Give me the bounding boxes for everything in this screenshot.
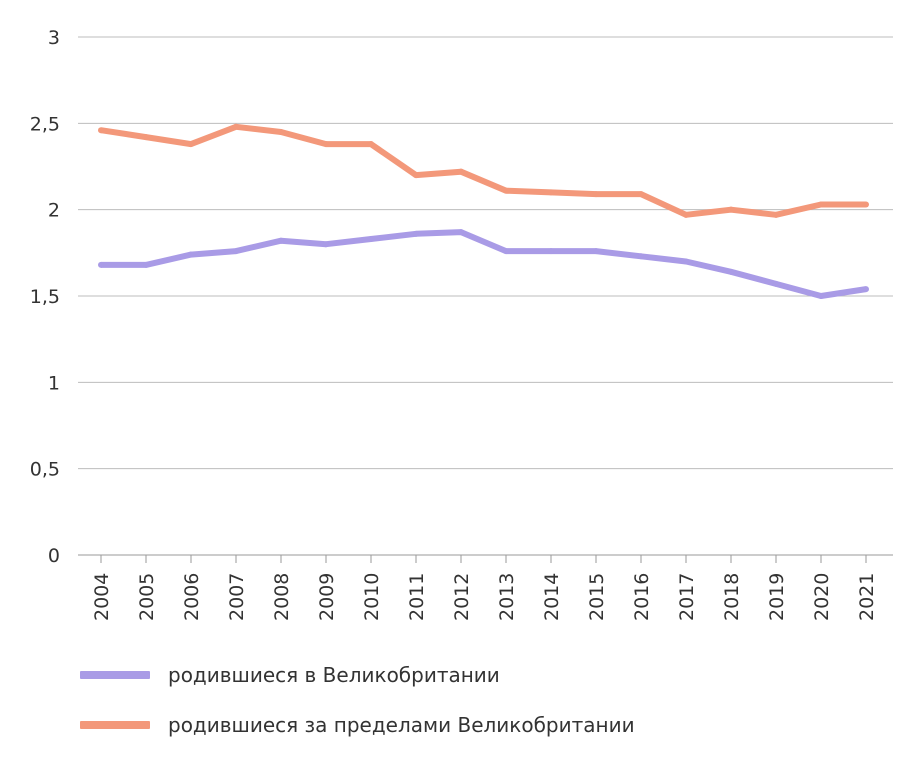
y-tick-label: 0: [48, 545, 60, 567]
data-point-foreign-born: [323, 141, 329, 148]
x-axis: 2004 2005 2006 2007 2008 2009 2010 2011 2012 2013…: [91, 555, 878, 621]
series-line-foreign-born: [100, 123, 866, 218]
line-chart: 00,511,522,53 2004 2005 2006 2007 2008 2009 20…: [30, 27, 893, 621]
x-tick-label: 2014: [541, 573, 563, 621]
y-axis: 0 0,5 1 1,5 2 2,5 3: [30, 27, 60, 567]
data-point-uk-born: [278, 237, 284, 244]
x-tick-label: 2021: [856, 573, 878, 621]
data-point-foreign-born: [593, 191, 599, 198]
data-point-foreign-born: [683, 211, 689, 218]
x-tick-label: 2018: [721, 573, 743, 621]
data-point-foreign-born: [233, 123, 239, 130]
legend-label-uk-born: родившиеся в Великобритании: [168, 663, 500, 687]
data-point-uk-born: [413, 230, 419, 237]
x-tick-label: 2013: [496, 573, 518, 621]
x-tick-label: 2007: [226, 573, 248, 621]
data-point-uk-born: [98, 261, 104, 268]
data-point-uk-born: [818, 293, 824, 299]
data-point-uk-born: [548, 248, 554, 255]
data-point-foreign-born: [188, 141, 194, 148]
data-point-uk-born: [233, 248, 239, 255]
data-point-uk-born: [503, 248, 509, 255]
x-tick-label: 2009: [316, 573, 338, 621]
y-tick-label: 1,5: [30, 286, 60, 308]
data-point-foreign-born: [98, 127, 104, 134]
gridlines: [78, 36, 893, 556]
y-tick-label: 2: [48, 200, 60, 222]
x-tick-label: 2020: [811, 573, 833, 621]
x-tick-label: 2015: [586, 573, 608, 621]
data-point-foreign-born: [368, 141, 374, 148]
series-line-uk-born: [101, 229, 867, 299]
data-point-uk-born: [728, 268, 734, 275]
x-tick-label: 2016: [631, 573, 653, 621]
data-point-foreign-born: [773, 211, 779, 218]
x-tick-label: 2019: [766, 573, 788, 621]
legend: родившиеся в Великобритании родившиеся з…: [80, 650, 635, 750]
y-tick-label: 1: [48, 372, 60, 394]
y-tick-label: 2,5: [30, 113, 60, 135]
x-tick-label: 2006: [181, 573, 203, 621]
legend-item-uk-born: родившиеся в Великобритании: [80, 650, 635, 700]
data-point-uk-born: [593, 248, 599, 255]
x-tick-label: 2008: [271, 573, 293, 621]
data-point-uk-born: [458, 229, 464, 236]
series-lines: [98, 123, 869, 299]
data-point-foreign-born: [413, 172, 419, 179]
data-point-uk-born: [368, 236, 374, 243]
x-tick-label: 2005: [136, 573, 158, 621]
x-tick-label: 2010: [361, 573, 383, 621]
data-point-uk-born: [143, 261, 149, 268]
y-tick-label: 3: [48, 27, 60, 49]
legend-label-foreign-born: родившиеся за пределами Великобритании: [168, 713, 635, 737]
data-point-uk-born: [683, 258, 689, 265]
y-tick-label: 0,5: [30, 459, 60, 481]
legend-item-foreign-born: родившиеся за пределами Великобритании: [80, 700, 635, 750]
data-point-uk-born: [323, 241, 329, 248]
data-point-foreign-born: [818, 201, 824, 208]
data-point-foreign-born: [458, 168, 464, 175]
data-point-uk-born: [863, 286, 869, 293]
data-point-foreign-born: [728, 206, 734, 213]
legend-swatch-foreign-born: [80, 721, 150, 729]
x-tick-label: 2011: [406, 573, 428, 621]
data-point-foreign-born: [503, 187, 509, 194]
x-tick-label: 2017: [676, 573, 698, 621]
legend-swatch-uk-born: [80, 671, 150, 679]
data-point-uk-born: [773, 280, 779, 287]
data-point-foreign-born: [863, 201, 869, 208]
data-point-foreign-born: [548, 189, 554, 196]
data-point-foreign-born: [143, 134, 149, 141]
data-point-foreign-born: [638, 191, 644, 198]
data-point-foreign-born: [278, 128, 284, 135]
x-tick-label: 2012: [451, 573, 473, 621]
data-point-uk-born: [188, 251, 194, 258]
x-tick-label: 2004: [91, 573, 113, 621]
data-point-uk-born: [638, 253, 644, 260]
